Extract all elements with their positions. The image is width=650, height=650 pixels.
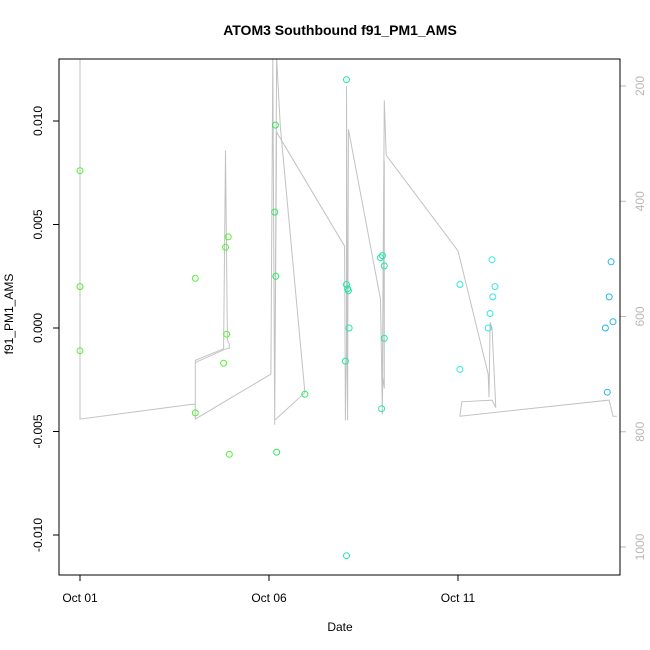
data-point: [301, 390, 309, 398]
y2-tick-label: 400: [633, 191, 647, 211]
data-point: [76, 283, 84, 291]
axes: Oct 01 Oct 06 Oct 11 -0.010 -0.005 0.000 0.005…: [31, 76, 647, 605]
data-point: [76, 167, 84, 175]
y2-tick-label: 800: [633, 421, 647, 441]
data-point: [343, 552, 350, 560]
data-point: [601, 324, 609, 332]
x-tick-label: Oct 06: [251, 591, 287, 605]
data-point: [380, 262, 388, 270]
data-point: [380, 334, 388, 342]
data-point: [344, 287, 352, 295]
data-point: [607, 258, 615, 266]
data-point: [272, 272, 280, 280]
data-point: [377, 254, 384, 262]
y-tick-label: -0.010: [31, 518, 45, 552]
x-tick-label: Oct 11: [441, 591, 476, 605]
data-point: [343, 281, 350, 288]
x-tick-label: Oct 01: [62, 591, 98, 605]
y-tick-label: 0.000: [31, 313, 45, 343]
data-point: [603, 388, 611, 396]
y2-tick-label: 200: [633, 76, 647, 96]
track-line: [79, 59, 617, 425]
x-axis-label: Date: [327, 620, 353, 634]
y2-tick-label: 1000: [633, 533, 647, 560]
data-point: [488, 256, 496, 264]
data-point: [456, 365, 464, 373]
data-point: [223, 330, 231, 338]
data-point: [271, 208, 279, 216]
data-point: [343, 76, 350, 84]
y-tick-label: 0.005: [31, 209, 45, 239]
data-point: [76, 347, 84, 355]
y-tick-label: 0.010: [31, 106, 45, 136]
data-point: [484, 324, 492, 332]
data-points: [76, 76, 617, 560]
data-point: [222, 243, 229, 251]
data-point: [605, 293, 613, 301]
data-point: [489, 293, 497, 301]
chart-title: ATOM3 Southbound f91_PM1_AMS: [223, 22, 457, 38]
data-point: [191, 274, 199, 282]
data-point: [191, 409, 199, 417]
data-point: [456, 281, 464, 288]
y-tick-label: -0.005: [31, 414, 45, 448]
data-point: [378, 252, 386, 260]
data-point: [220, 359, 228, 367]
data-point: [378, 405, 386, 413]
data-point: [225, 450, 233, 458]
data-point: [345, 324, 353, 332]
data-point: [271, 121, 279, 129]
y2-tick-label: 600: [633, 306, 647, 326]
plot-frame: [58, 58, 621, 576]
data-point: [491, 283, 499, 291]
data-point: [273, 448, 281, 456]
altitude-track: [79, 59, 617, 425]
data-point: [224, 233, 232, 241]
data-point: [609, 318, 617, 326]
data-point: [341, 357, 349, 365]
data-point: [486, 310, 494, 317]
y-axis-label: f91_PM1_AMS: [2, 274, 16, 355]
